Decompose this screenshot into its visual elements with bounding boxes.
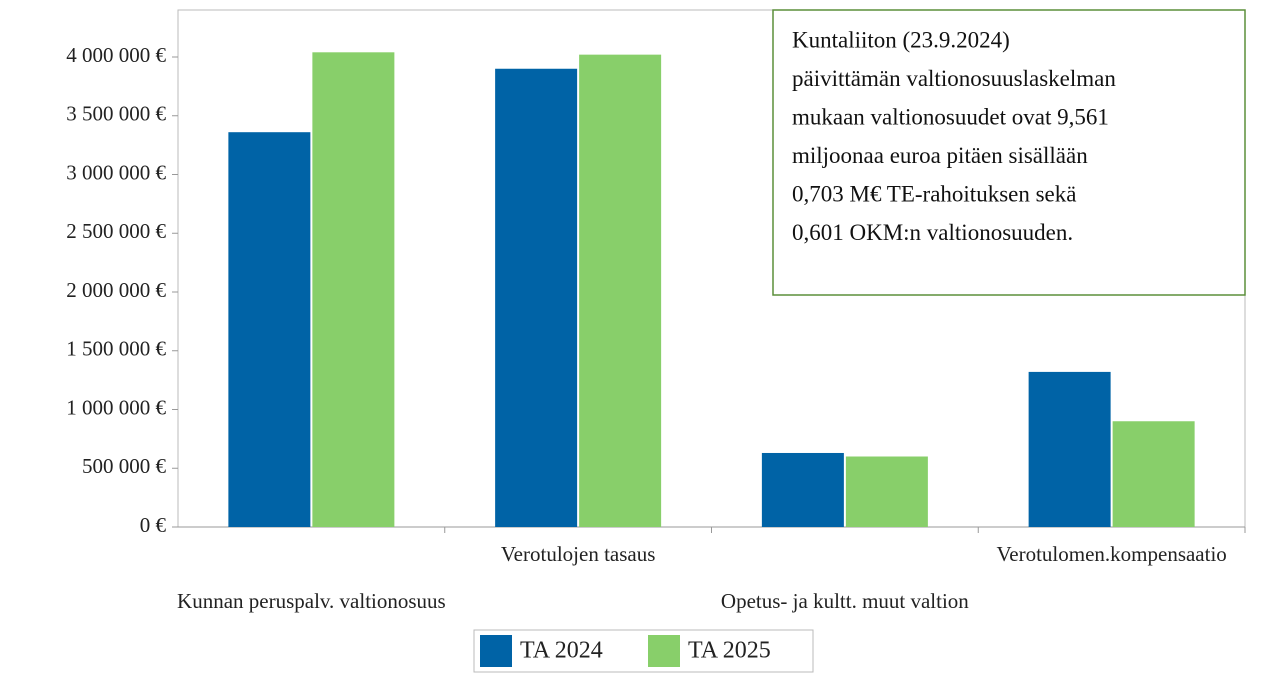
legend-swatch [480,635,512,667]
y-tick-label: 3 000 000 € [66,160,166,184]
y-tick-label: 2 000 000 € [66,278,166,302]
y-tick-label: 3 500 000 € [66,102,166,126]
y-tick-label: 0 € [140,513,167,537]
y-tick-label: 2 500 000 € [66,219,166,243]
bar [761,452,844,527]
legend [473,629,814,673]
bar [845,456,928,527]
annotation-line: 0,703 M€ TE-rahoituksen sekä [792,181,1076,206]
bar [228,132,311,527]
x-tick-label: Opetus- ja kultt. muut valtion [721,589,969,613]
annotation-line: Kuntaliiton (23.9.2024) [792,27,1010,52]
bar [1028,371,1111,527]
legend-swatch [648,635,680,667]
legend-label: TA 2024 [520,638,603,664]
x-tick-label: Verotulojen tasaus [501,542,656,566]
annotation-box [772,9,1246,296]
y-tick-label: 4 000 000 € [66,43,166,67]
legend-label: TA 2025 [688,638,771,664]
bar [579,54,662,528]
annotation-line: mukaan valtionosuudet ovat 9,561 [792,104,1109,129]
x-tick-label: Kunnan peruspalv. valtionosuus [177,589,446,613]
annotation-line: 0,601 OKM:n valtionosuuden. [792,220,1073,245]
y-tick-label: 1 500 000 € [66,337,166,361]
bar [1112,421,1195,527]
x-tick-label: Verotulomen.kompensaatio [996,542,1226,566]
bar [312,52,395,528]
annotation-line: miljoonaa euroa pitäen sisällään [792,143,1088,168]
bar [495,68,578,527]
y-tick-label: 1 000 000 € [66,395,166,419]
y-tick-label: 500 000 € [82,454,167,478]
annotation-line: päivittämän valtionosuuslaskelman [792,66,1116,91]
